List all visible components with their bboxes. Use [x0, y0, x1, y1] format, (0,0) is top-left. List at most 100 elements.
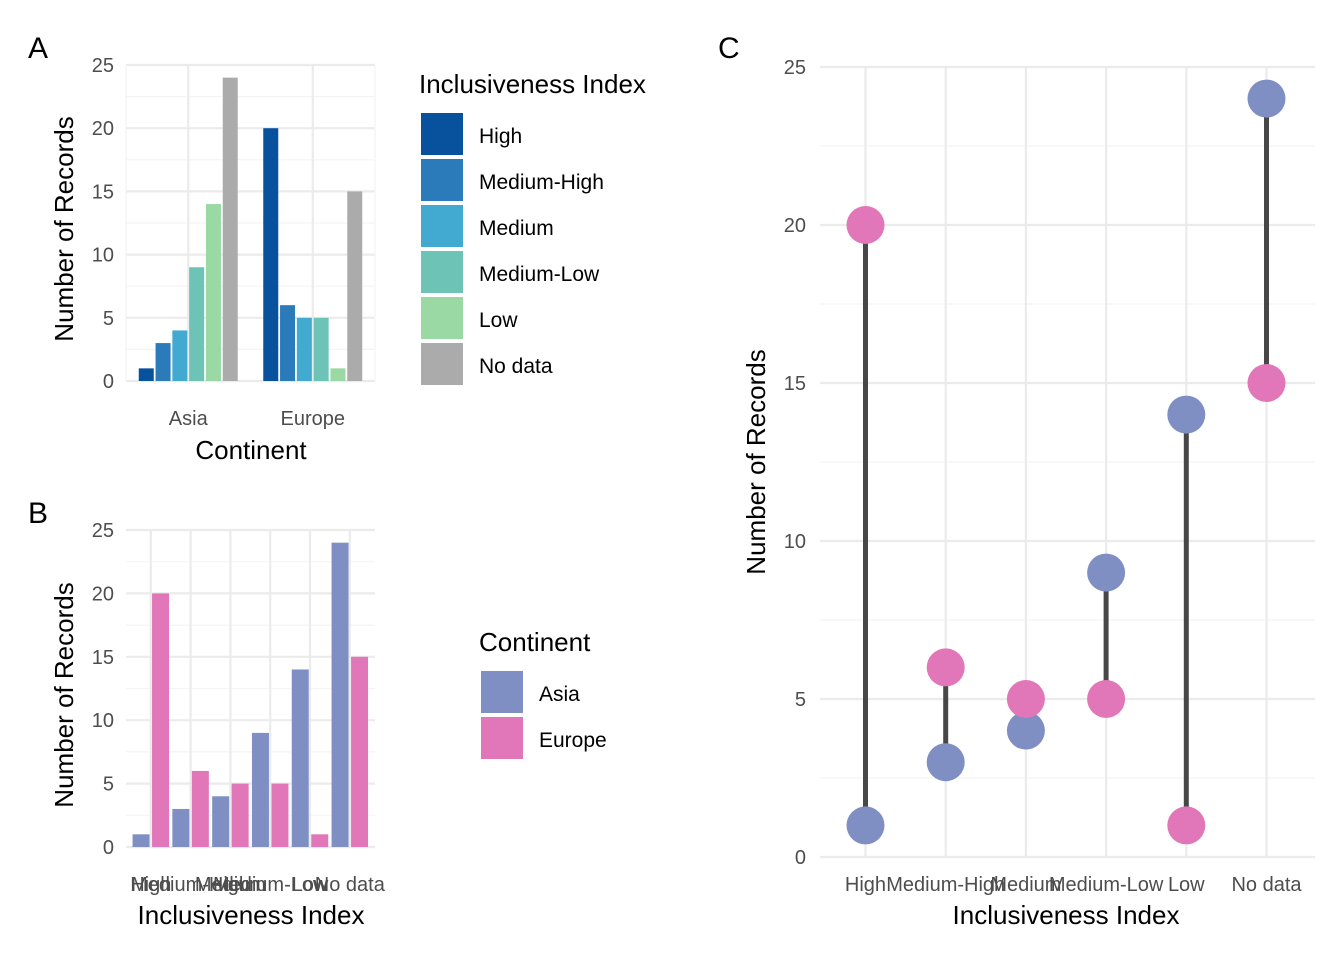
- legend-index-swatch-medium: [421, 205, 463, 247]
- panel-b-y-tick-10: 10: [92, 710, 114, 732]
- legend-index-swatch-low: [421, 297, 463, 339]
- panel-c-point-low-europe: [1167, 806, 1206, 845]
- panel-a-x-axis-title: Continent: [195, 435, 307, 465]
- panel-b-bar-low-europe: [311, 834, 329, 847]
- panel-a-x-tick-europe: Europe: [281, 408, 346, 430]
- panel-c-gridlines: [820, 65, 1315, 859]
- panel-a-bar-asia-medium-high: [155, 343, 171, 381]
- panel-a-y-tick-15: 15: [92, 181, 114, 203]
- panel-c-y-tick-25: 25: [784, 57, 806, 79]
- panel-c-x-tick-medium-high: Medium-High: [886, 874, 1005, 896]
- panel-a-y-axis-title: Number of Records: [49, 116, 79, 341]
- legend-continent-swatch-europe: [481, 717, 523, 759]
- panel-c-tag: C: [718, 32, 740, 65]
- panel-a-y-tick-0: 0: [103, 371, 114, 393]
- panel-c-y-ticks: 0 5 10 15 20 25: [784, 57, 806, 869]
- panel-c-x-axis-title: Inclusiveness Index: [953, 900, 1180, 930]
- panel-a-bar-europe-high: [263, 128, 279, 381]
- panel-c-point-low-asia: [1167, 395, 1206, 434]
- panel-b-tag: B: [28, 497, 48, 530]
- panel-b-bar-medium-asia: [212, 796, 230, 847]
- panel-c-y-tick-20: 20: [784, 215, 806, 237]
- legend-index-swatch-medium-high: [421, 159, 463, 201]
- panel-c-point-medium-high-europe: [926, 648, 965, 687]
- panel-c-point-no-data-europe: [1247, 364, 1286, 402]
- legend-index-label-low: Low: [479, 309, 518, 332]
- panel-a-bar-asia-high: [138, 368, 154, 381]
- panel-b-x-tick-medium: Medium: [195, 874, 266, 896]
- panel-b-y-tick-25: 25: [92, 520, 114, 542]
- legend-index-title: Inclusiveness Index: [419, 69, 646, 99]
- legend-index-label-high: High: [479, 125, 522, 148]
- legend-continent-label-asia: Asia: [539, 683, 580, 706]
- legend-index-swatch-high: [421, 113, 463, 155]
- panel-b-x-tick-medium-low: Medium-Low: [213, 874, 328, 896]
- panel-a-x-ticks: Asia Europe: [169, 408, 345, 430]
- panel-b-bar-no-data-europe: [351, 656, 369, 847]
- panel-c-point-no-data-asia: [1247, 79, 1286, 118]
- legend-continent: Continent Asia Europe: [479, 627, 607, 759]
- panel-c-point-medium-high-asia: [926, 743, 965, 782]
- panel-b-bar-medium-low-asia: [251, 732, 269, 847]
- panel-a-x-tick-asia: Asia: [169, 408, 209, 430]
- panel-b-bar-chart: 0 5 10 15 20 25 HighMedium-HighMediumMedium-L…: [28, 497, 386, 930]
- legend-index-swatch-medium-low: [421, 251, 463, 293]
- panel-c-x-tick-low: Low: [1168, 874, 1205, 896]
- panel-c-point-medium-low-europe: [1087, 680, 1126, 718]
- panel-b-bar-medium-europe: [231, 783, 249, 847]
- panel-b-bar-high-europe: [152, 593, 170, 847]
- legend-index-label-no-data: No data: [479, 355, 553, 378]
- panel-a-y-ticks: 0 5 10 15 20 25: [92, 55, 114, 393]
- panel-c-x-tick-medium: Medium: [990, 874, 1061, 896]
- panel-c-y-tick-5: 5: [795, 689, 806, 711]
- panel-a-bar-asia-no-data: [222, 77, 238, 381]
- panel-b-y-tick-15: 15: [92, 647, 114, 669]
- panel-b-y-tick-0: 0: [103, 837, 114, 859]
- panel-c-x-tick-medium-low: Medium-Low: [1049, 874, 1164, 896]
- panel-a-tag: A: [28, 32, 48, 65]
- panel-c-y-tick-15: 15: [784, 373, 806, 395]
- panel-c-dumbbell-chart: 0 5 10 15 20 25 High Medium-HighMediumMedium-L…: [718, 32, 1315, 930]
- panel-c-y-tick-10: 10: [784, 531, 806, 553]
- panel-b-x-tick-high: High: [130, 874, 171, 896]
- panel-a-y-tick-25: 25: [92, 55, 114, 77]
- panel-b-x-tick-low: Low: [292, 874, 329, 896]
- panel-a-bar-europe-no-data: [347, 191, 363, 381]
- panel-c-y-axis-title: Number of Records: [741, 349, 771, 574]
- panel-b-y-ticks: 0 5 10 15 20 25: [92, 520, 114, 859]
- panel-c-point-medium-asia: [1006, 711, 1045, 750]
- panel-a-bar-europe-medium: [296, 317, 312, 381]
- panel-a-gridlines: [125, 63, 376, 383]
- panel-c-x-tick-high: High: [845, 874, 886, 896]
- panel-a-bar-chart: 0 5 10 15 20 25 Asia Europe A Continent Number…: [28, 32, 376, 465]
- panel-b-bar-medium-high-asia: [172, 808, 190, 847]
- panel-b-x-tick-no-data: No data: [315, 874, 386, 896]
- panel-c-point-medium-low-asia: [1087, 553, 1126, 592]
- panel-a-bar-asia-medium-low: [189, 267, 205, 381]
- panel-b-y-axis-title: Number of Records: [49, 582, 79, 807]
- panel-c-point-medium-europe: [1006, 680, 1045, 718]
- panel-a-bar-europe-medium-low: [313, 317, 329, 381]
- panel-c-point-high-asia: [846, 806, 885, 845]
- panel-a-y-tick-5: 5: [103, 308, 114, 330]
- panel-a-bar-europe-low: [330, 368, 346, 381]
- legend-continent-label-europe: Europe: [539, 729, 607, 752]
- panel-b-x-tick-medium-high: Medium-High: [131, 874, 250, 896]
- legend-inclusiveness-index: Inclusiveness Index High Medium-High Mediu…: [419, 69, 646, 385]
- panel-c-points: [846, 79, 1286, 845]
- panel-c-y-tick-0: 0: [795, 847, 806, 869]
- panel-a-y-tick-10: 10: [92, 245, 114, 267]
- panel-a-bar-europe-medium-high: [280, 305, 296, 381]
- legend-continent-title: Continent: [479, 627, 591, 657]
- panel-b-bar-low-asia: [291, 669, 309, 847]
- panel-c-point-high-europe: [846, 206, 885, 244]
- legend-index-label-medium-low: Medium-Low: [479, 263, 600, 286]
- panel-b-bar-medium-high-europe: [191, 770, 209, 847]
- legend-index-label-medium: Medium: [479, 217, 554, 240]
- panel-a-bar-asia-medium: [172, 330, 188, 381]
- panel-b-y-tick-5: 5: [103, 774, 114, 796]
- panel-a-bar-asia-low: [205, 204, 221, 381]
- panel-b-bar-medium-low-europe: [271, 783, 289, 847]
